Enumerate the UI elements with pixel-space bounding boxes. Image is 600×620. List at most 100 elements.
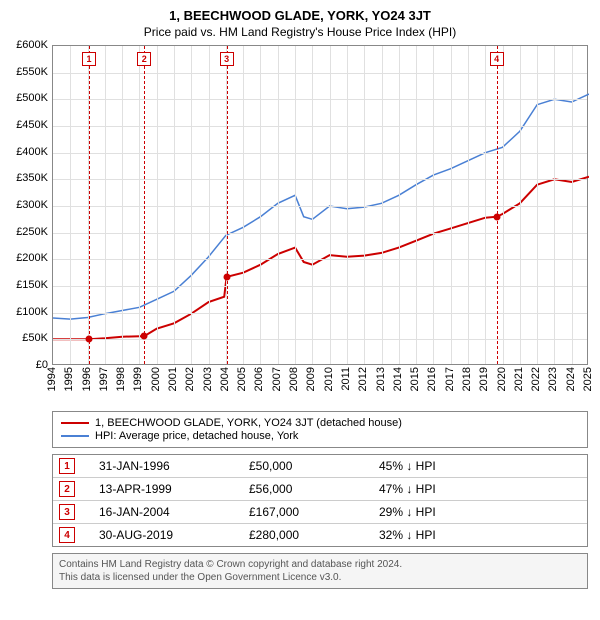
gridline-v [209, 46, 210, 364]
gridline-v [554, 46, 555, 364]
x-axis: 1994199519961997199819992000200120022003… [52, 365, 588, 405]
transaction-price: £56,000 [249, 482, 379, 496]
x-tick-label: 1999 [132, 367, 144, 391]
gridline-v [260, 46, 261, 364]
x-tick-label: 1998 [115, 367, 127, 391]
gridline-h [53, 179, 587, 180]
gridline-v [485, 46, 486, 364]
legend: 1, BEECHWOOD GLADE, YORK, YO24 3JT (deta… [52, 411, 588, 448]
x-tick-label: 1994 [46, 367, 58, 391]
x-tick-label: 2018 [461, 367, 473, 391]
transaction-point [85, 336, 92, 343]
x-tick-label: 2012 [357, 367, 369, 391]
x-tick-label: 2021 [513, 367, 525, 391]
x-tick-label: 2020 [496, 367, 508, 391]
y-tick-label: £350K [8, 172, 48, 184]
gridline-v [537, 46, 538, 364]
transaction-price: £50,000 [249, 459, 379, 473]
gridline-v [174, 46, 175, 364]
transaction-vline [227, 46, 228, 364]
legend-label: HPI: Average price, detached house, York [95, 430, 298, 442]
transaction-row-marker: 4 [59, 527, 75, 543]
transaction-marker-box: 2 [137, 52, 151, 66]
gridline-v [157, 46, 158, 364]
x-tick-label: 2011 [340, 367, 352, 391]
transaction-marker-box: 3 [220, 52, 234, 66]
gridline-h [53, 233, 587, 234]
x-tick-label: 2017 [444, 367, 456, 391]
transaction-delta: 32% ↓ HPI [379, 528, 581, 542]
gridline-h [53, 206, 587, 207]
legend-swatch [61, 435, 89, 437]
transaction-date: 31-JAN-1996 [99, 459, 249, 473]
gridline-v [330, 46, 331, 364]
gridline-h [53, 153, 587, 154]
gridline-h [53, 286, 587, 287]
gridline-v [451, 46, 452, 364]
footer-attribution: Contains HM Land Registry data © Crown c… [52, 553, 588, 589]
gridline-v [312, 46, 313, 364]
x-tick-label: 2006 [253, 367, 265, 391]
transaction-vline [144, 46, 145, 364]
y-tick-label: £600K [8, 39, 48, 51]
gridline-v [278, 46, 279, 364]
transaction-row: 316-JAN-2004£167,00029% ↓ HPI [53, 501, 587, 524]
gridline-v [572, 46, 573, 364]
transaction-date: 16-JAN-2004 [99, 505, 249, 519]
gridline-v [503, 46, 504, 364]
gridline-v [364, 46, 365, 364]
x-tick-label: 2005 [236, 367, 248, 391]
y-tick-label: £0 [8, 359, 48, 371]
y-tick-label: £50K [8, 332, 48, 344]
x-tick-label: 2023 [547, 367, 559, 391]
legend-swatch [61, 422, 89, 424]
x-tick-label: 2000 [150, 367, 162, 391]
chart-subtitle: Price paid vs. HM Land Registry's House … [8, 25, 592, 39]
chart-area: £0£50K£100K£150K£200K£250K£300K£350K£400… [8, 45, 592, 405]
plot-area: 1234 [52, 45, 588, 365]
gridline-h [53, 339, 587, 340]
x-tick-label: 2014 [392, 367, 404, 391]
x-tick-label: 2003 [202, 367, 214, 391]
gridline-v [295, 46, 296, 364]
x-tick-label: 2024 [565, 367, 577, 391]
gridline-v [520, 46, 521, 364]
gridline-v [416, 46, 417, 364]
y-tick-label: £100K [8, 306, 48, 318]
gridline-v [347, 46, 348, 364]
gridline-v [70, 46, 71, 364]
transaction-vline [497, 46, 498, 364]
transaction-price: £167,000 [249, 505, 379, 519]
y-tick-label: £150K [8, 279, 48, 291]
x-tick-label: 2022 [530, 367, 542, 391]
footer-line-2: This data is licensed under the Open Gov… [59, 571, 581, 584]
transaction-row-marker: 2 [59, 481, 75, 497]
transaction-row: 2 13-APR-1999£56,00047% ↓ HPI [53, 478, 587, 501]
gridline-v [382, 46, 383, 364]
x-tick-label: 2025 [582, 367, 594, 391]
y-axis: £0£50K£100K£150K£200K£250K£300K£350K£400… [8, 45, 52, 365]
gridline-v [105, 46, 106, 364]
gridline-v [433, 46, 434, 364]
transaction-row: 430-AUG-2019£280,00032% ↓ HPI [53, 524, 587, 546]
footer-line-1: Contains HM Land Registry data © Crown c… [59, 558, 581, 571]
legend-item: HPI: Average price, detached house, York [61, 430, 579, 442]
transaction-date: 13-APR-1999 [99, 482, 249, 496]
transaction-delta: 29% ↓ HPI [379, 505, 581, 519]
transaction-delta: 45% ↓ HPI [379, 459, 581, 473]
x-tick-label: 2015 [409, 367, 421, 391]
chart-title: 1, BEECHWOOD GLADE, YORK, YO24 3JT [8, 8, 592, 23]
gridline-h [53, 313, 587, 314]
transaction-row: 131-JAN-1996£50,00045% ↓ HPI [53, 455, 587, 478]
legend-item: 1, BEECHWOOD GLADE, YORK, YO24 3JT (deta… [61, 417, 579, 429]
y-tick-label: £500K [8, 92, 48, 104]
transaction-delta: 47% ↓ HPI [379, 482, 581, 496]
x-tick-label: 2016 [426, 367, 438, 391]
transaction-price: £280,000 [249, 528, 379, 542]
transaction-point [141, 333, 148, 340]
gridline-h [53, 259, 587, 260]
gridline-v [243, 46, 244, 364]
x-tick-label: 2019 [478, 367, 490, 391]
x-tick-label: 1997 [98, 367, 110, 391]
gridline-v [139, 46, 140, 364]
